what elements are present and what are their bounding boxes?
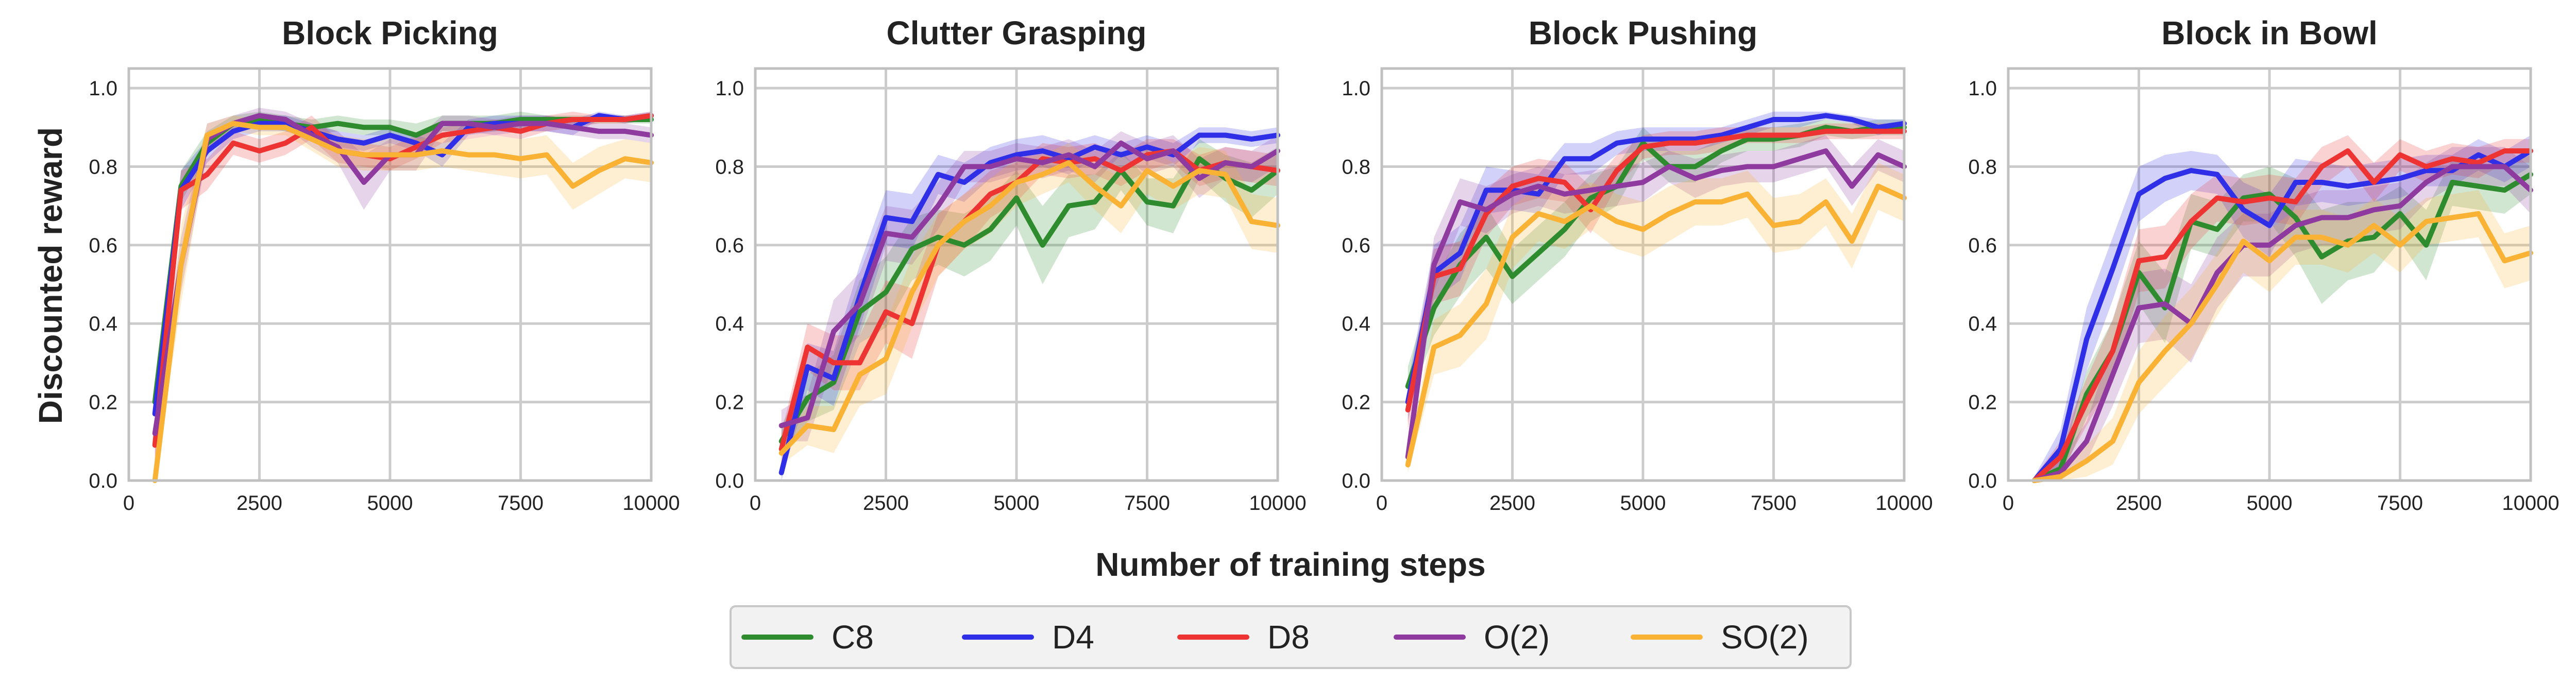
x-tick-label: 5000	[1620, 492, 1666, 515]
line-so-2	[2031, 211, 2533, 483]
x-axis-label: Number of training steps	[1095, 546, 1485, 583]
y-tick-label: 1.0	[1968, 77, 1997, 100]
y-tick-label: 0.2	[1342, 391, 1370, 414]
y-tick-label: 0.8	[89, 156, 117, 178]
x-tick-label: 5000	[994, 492, 1040, 515]
x-tick-label: 10000	[1875, 492, 1933, 515]
y-tick-label: 1.0	[1342, 77, 1370, 100]
line-so-2	[1405, 183, 1907, 468]
y-tick-label: 0.0	[1342, 470, 1370, 492]
y-tick-label: 0.2	[1968, 391, 1997, 414]
x-tick-label: 0	[2003, 492, 2014, 515]
y-tick-label: 1.0	[715, 77, 744, 100]
line-c8	[1405, 125, 1907, 389]
x-tick-label: 10000	[2502, 492, 2559, 515]
y-tick-label: 0.4	[715, 313, 744, 335]
x-tick-label: 10000	[1249, 492, 1306, 515]
line-so-2	[152, 121, 654, 483]
plot-frame	[127, 67, 653, 482]
panel-title: Block Picking	[282, 14, 498, 52]
x-tick-label: 7500	[1124, 492, 1170, 515]
panels: 0 2500 5000 7500 10000 0.0 0.2 0.4 0.6 0.8 1.0 Bloc…	[89, 14, 2559, 515]
plot-frame	[1380, 67, 1906, 482]
y-tick-label: 0.4	[1968, 313, 1997, 335]
y-tick-label: 0.8	[1342, 156, 1370, 178]
y-tick-label: 0.4	[1342, 313, 1370, 335]
y-tick-label: 0.6	[1342, 234, 1370, 257]
line-d4	[778, 132, 1280, 475]
band-d8	[781, 139, 1278, 465]
panel-block-in-bowl: 0 2500 5000 7500 10000 0.0 0.2 0.4 0.6 0.8 1.0 Bloc…	[1968, 14, 2559, 515]
band-c8	[781, 139, 1278, 457]
line-so-2	[778, 160, 1280, 456]
x-tick-label: 0	[1376, 492, 1387, 515]
panel-title: Block in Bowl	[2161, 14, 2378, 52]
line-o-2	[2031, 164, 2533, 483]
line-d8	[778, 148, 1280, 452]
legend: C8 D4 D8 O(2) SO(2)	[730, 605, 1852, 669]
x-tick-label: 2500	[236, 492, 282, 515]
line-d8	[2031, 148, 2533, 483]
x-tick-label: 0	[123, 492, 134, 515]
y-tick-label: 0.2	[89, 391, 117, 414]
band-o-2	[1408, 135, 1904, 469]
x-tick-label: 5000	[2247, 492, 2293, 515]
x-tick-label: 10000	[622, 492, 680, 515]
x-tick-label: 7500	[2377, 492, 2423, 515]
line-d4	[1405, 113, 1907, 405]
panel-title: Block Pushing	[1529, 14, 1758, 52]
y-tick-label: 0.6	[89, 234, 117, 257]
legend-label-o-2: O(2)	[1484, 619, 1550, 656]
y-tick-label: 1.0	[89, 77, 117, 100]
x-tick-label: 2500	[2116, 492, 2162, 515]
y-tick-label: 0.0	[715, 470, 744, 492]
y-tick-label: 0.4	[89, 313, 117, 335]
x-tick-label: 5000	[367, 492, 413, 515]
plot-frame	[754, 67, 1279, 482]
y-tick-label: 0.8	[1968, 156, 1997, 178]
x-tick-label: 2500	[863, 492, 909, 515]
x-tick-label: 7500	[1751, 492, 1797, 515]
panel-block-pushing: 0 2500 5000 7500 10000 0.0 0.2 0.4 0.6 0.8 1.0 Bloc…	[1342, 14, 1933, 515]
y-tick-label: 0.0	[1968, 470, 1997, 492]
panel-clutter-grasping: 0 2500 5000 7500 10000 0.0 0.2 0.4 0.6 0.8 1.0 Clut…	[715, 14, 1306, 515]
legend-box	[730, 605, 1852, 669]
band-so-2	[155, 115, 651, 481]
legend-label-c8: C8	[832, 619, 874, 656]
y-tick-label: 0.6	[1968, 234, 1997, 257]
legend-label-d8: D8	[1267, 619, 1310, 656]
plot-frame	[2007, 67, 2532, 482]
x-tick-label: 0	[750, 492, 761, 515]
panel-block-picking: 0 2500 5000 7500 10000 0.0 0.2 0.4 0.6 0.8 1.0 Bloc…	[89, 14, 680, 515]
y-tick-label: 0.0	[89, 470, 117, 492]
line-o-2	[1405, 148, 1907, 460]
band-so-2	[2034, 190, 2531, 481]
band-so-2	[1408, 162, 1904, 473]
x-tick-label: 7500	[498, 492, 544, 515]
band-d4	[781, 127, 1278, 481]
legend-label-d4: D4	[1052, 619, 1094, 656]
y-axis-label: Discounted reward	[32, 127, 69, 424]
x-tick-label: 2500	[1489, 492, 1535, 515]
panel-title: Clutter Grasping	[887, 14, 1147, 52]
legend-label-so-2: SO(2)	[1721, 619, 1809, 656]
band-c8	[1408, 119, 1904, 406]
y-tick-label: 0.2	[715, 391, 744, 414]
y-tick-label: 0.6	[715, 234, 744, 257]
y-tick-label: 0.8	[715, 156, 744, 178]
